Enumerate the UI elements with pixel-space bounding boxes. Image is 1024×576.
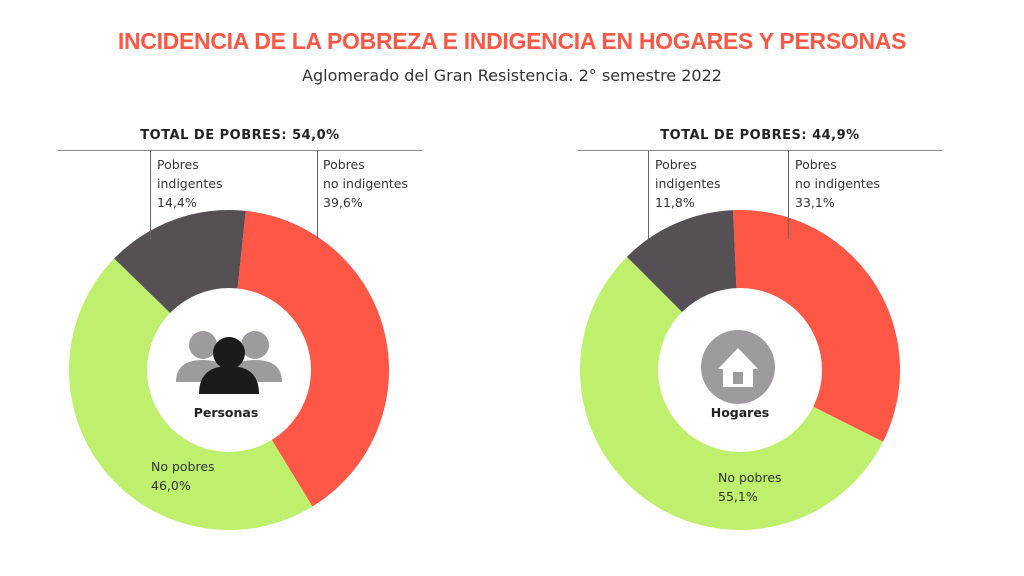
chart-subtitle: Aglomerado del Gran Resistencia. 2° seme… <box>302 66 722 85</box>
house-icon <box>701 330 775 404</box>
divider <box>578 150 942 151</box>
leader-line <box>150 151 151 239</box>
leader-line <box>648 151 649 239</box>
label-no-indigentes-personas: Pobres no indigentes 39,6% <box>323 157 408 210</box>
label-indigentes-hogares: Pobres indigentes 11,8% <box>655 157 721 210</box>
label-no-indigentes-hogares: Pobres no indigentes 33,1% <box>795 157 880 210</box>
total-pobres-hogares: TOTAL DE POBRES: 44,9% <box>660 128 860 143</box>
label-no-pobres-personas: No pobres 46,0% <box>151 459 215 493</box>
divider <box>58 150 422 151</box>
center-label-personas: Personas <box>193 405 259 420</box>
leader-line <box>788 151 789 239</box>
label-indigentes-personas: Pobres indigentes 14,4% <box>157 157 223 210</box>
label-no-pobres-hogares: No pobres 55,1% <box>718 470 782 504</box>
people-icon <box>176 331 282 394</box>
total-pobres-personas: TOTAL DE POBRES: 54,0% <box>140 128 340 143</box>
center-label-hogares: Hogares <box>710 405 770 420</box>
chart-title: INCIDENCIA DE LA POBREZA E INDIGENCIA EN… <box>117 28 907 54</box>
leader-line <box>317 151 318 239</box>
